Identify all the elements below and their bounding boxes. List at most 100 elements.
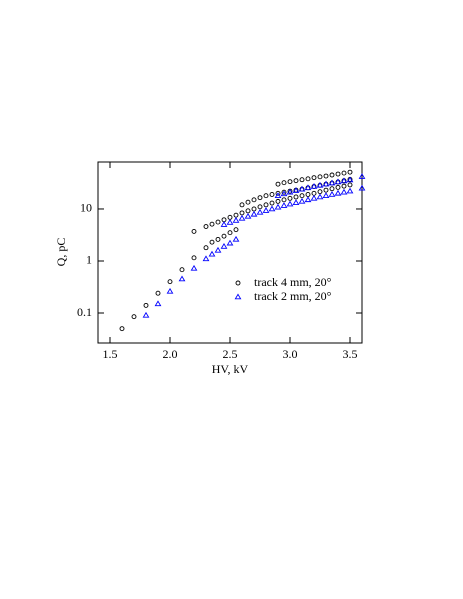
data-point <box>341 170 347 176</box>
data-point <box>251 197 257 203</box>
data-point <box>334 189 342 196</box>
data-point <box>310 183 318 189</box>
data-point <box>287 179 293 185</box>
data-point <box>347 182 353 188</box>
data-point <box>245 208 251 214</box>
data-point <box>269 200 275 206</box>
data-point <box>335 171 341 177</box>
data-point <box>203 224 209 229</box>
data-point <box>275 181 281 187</box>
x-tick-label: 3.5 <box>343 347 358 361</box>
data-point <box>280 190 288 197</box>
data-point <box>178 275 186 282</box>
data-point <box>293 178 299 184</box>
data-point <box>322 192 330 198</box>
data-point <box>166 287 174 294</box>
data-point <box>142 311 150 318</box>
legend-marker <box>234 293 242 300</box>
data-point <box>316 181 324 188</box>
data-point <box>154 300 162 307</box>
data-point <box>341 183 347 189</box>
data-point <box>287 195 293 201</box>
data-point <box>190 264 198 271</box>
data-point <box>191 228 197 234</box>
data-point <box>328 190 336 197</box>
y-tick-label: 0.1 <box>77 305 92 319</box>
data-point <box>346 187 354 194</box>
data-point <box>275 198 281 204</box>
data-point <box>298 185 306 192</box>
data-point <box>304 184 312 191</box>
data-point <box>329 186 335 192</box>
data-point <box>208 250 216 257</box>
data-point <box>340 188 348 195</box>
data-point <box>232 217 240 223</box>
data-point <box>209 221 215 227</box>
data-point <box>250 210 258 217</box>
data-point <box>335 184 341 190</box>
data-point <box>179 267 185 273</box>
data-point <box>155 290 161 296</box>
data-point <box>244 212 252 219</box>
data-point <box>226 218 234 225</box>
data-point <box>214 246 222 253</box>
data-point <box>263 202 269 208</box>
data-point <box>227 230 233 236</box>
y-tick-label: 10 <box>80 201 92 215</box>
data-point <box>280 202 288 208</box>
data-point <box>286 200 294 207</box>
data-point <box>292 187 300 193</box>
y-axis-label: Q, pC <box>54 238 68 267</box>
data-point <box>191 255 197 261</box>
data-point <box>347 169 353 175</box>
data-point <box>310 194 318 201</box>
data-point <box>226 239 234 246</box>
data-point <box>281 197 287 203</box>
y-tick-label: 1 <box>86 253 92 267</box>
x-tick-label: 1.5 <box>103 347 118 361</box>
data-point <box>281 180 287 186</box>
data-point <box>119 326 125 332</box>
data-point <box>203 245 209 251</box>
data-point <box>275 190 281 196</box>
data-point <box>209 239 215 245</box>
data-point <box>322 180 330 187</box>
data-point <box>238 214 246 221</box>
data-point <box>317 174 323 180</box>
data-point <box>220 221 228 227</box>
legend-label: track 4 mm, 20° <box>254 275 332 289</box>
x-tick-label: 2.5 <box>223 347 238 361</box>
data-point <box>323 187 329 193</box>
data-point <box>245 199 251 205</box>
x-tick-label: 2.0 <box>163 347 178 361</box>
data-point <box>274 192 282 198</box>
data-point <box>221 233 227 239</box>
data-point <box>143 302 149 308</box>
data-point <box>311 175 317 181</box>
data-point <box>257 204 263 210</box>
x-axis-label: HV, kV <box>212 362 249 376</box>
data-point <box>358 173 366 179</box>
legend-marker <box>235 280 241 286</box>
data-point <box>274 203 282 210</box>
data-point <box>167 279 173 285</box>
data-point <box>215 236 221 242</box>
data-point <box>316 193 324 200</box>
legend-label: track 2 mm, 20° <box>254 289 332 303</box>
data-point <box>305 176 311 182</box>
data-point <box>328 179 336 186</box>
data-point <box>334 178 342 185</box>
data-point <box>233 227 239 233</box>
data-point <box>263 193 269 199</box>
data-point <box>299 193 305 199</box>
data-point <box>293 194 299 200</box>
data-point <box>215 219 221 225</box>
data-point <box>239 202 245 208</box>
data-point <box>292 199 300 205</box>
data-point <box>298 197 306 204</box>
data-point <box>232 235 240 242</box>
data-point <box>257 195 263 201</box>
data-point <box>340 177 348 184</box>
data-point <box>299 177 305 183</box>
